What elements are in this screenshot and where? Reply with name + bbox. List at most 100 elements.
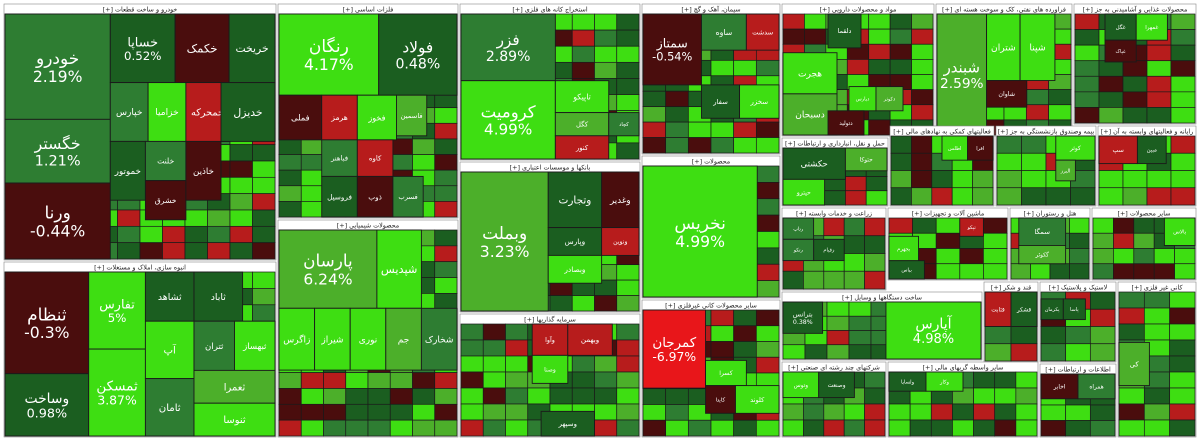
stock-tile[interactable]: وبصادر	[547, 254, 603, 284]
stock-tile[interactable]: کمرجان-6.97%	[642, 309, 707, 389]
stock-tile[interactable]: دکوثر	[875, 86, 904, 112]
stock-tile[interactable]: حکشتی	[782, 147, 846, 180]
stock-tile[interactable]: تپکو	[959, 217, 984, 237]
stock-tile[interactable]: خکمک	[174, 13, 230, 84]
stock-tile[interactable]: هرمز	[321, 94, 358, 141]
stock-tile[interactable]: ثعمرا	[193, 369, 276, 404]
stock-tile[interactable]: سمگا	[1018, 217, 1067, 246]
stock-tile[interactable]: ونوین	[601, 227, 640, 256]
stock-tile[interactable]: فخوز	[356, 94, 397, 141]
stock-tile[interactable]: زقیام	[813, 238, 845, 262]
stock-tile[interactable]: رتاپ	[782, 217, 815, 240]
stock-tile[interactable]: سمتاز-0.54%	[642, 13, 702, 86]
stock-tile[interactable]: شیراز	[314, 307, 351, 371]
stock-tile[interactable]: وپارس	[547, 227, 603, 256]
stock-tile[interactable]: وسپهر	[540, 410, 595, 437]
stock-tile[interactable]: جم	[385, 307, 422, 371]
stock-tile[interactable]: ثنظام-0.3%	[4, 271, 90, 375]
stock-tile[interactable]: خپارس	[109, 82, 149, 142]
stock-tile[interactable]: مبین	[1136, 135, 1167, 165]
stock-tile[interactable]: خریخت	[228, 13, 276, 84]
stock-tile[interactable]: وبهمن	[567, 323, 613, 356]
stock-tile[interactable]: ورنا-0.44%	[4, 182, 111, 260]
stock-tile[interactable]: کسرا	[705, 359, 747, 387]
stock-tile[interactable]: وآوا	[531, 323, 569, 356]
stock-tile[interactable]: غمهرا	[1135, 13, 1168, 41]
stock-tile[interactable]: ساوه	[701, 13, 747, 51]
stock-tile[interactable]: ذوب	[356, 175, 394, 218]
stock-tile[interactable]: ولساپا	[888, 371, 927, 392]
stock-tile[interactable]: وتجارت	[547, 171, 603, 229]
stock-tile[interactable]: اطلس	[941, 135, 968, 161]
stock-tile[interactable]: غگل	[1104, 13, 1137, 41]
stock-tile[interactable]: ثامان	[144, 378, 195, 437]
stock-tile[interactable]: نوری	[349, 307, 387, 371]
stock-tile[interactable]: بالاس	[1163, 217, 1196, 246]
stock-tile[interactable]: البرز	[1055, 159, 1076, 182]
stock-tile[interactable]: بجهرم	[888, 235, 919, 262]
stock-tile[interactable]: بپاس	[888, 260, 925, 280]
stock-tile[interactable]: پکرمان	[1040, 298, 1064, 321]
stock-tile[interactable]: کی	[1118, 341, 1150, 387]
stock-tile[interactable]: قثابت	[984, 291, 1012, 327]
stock-tile[interactable]: فملی	[278, 94, 323, 141]
stock-tile[interactable]: وصنعت	[818, 371, 855, 399]
stock-tile[interactable]: دتولید	[827, 110, 865, 136]
stock-tile[interactable]: سدشت	[745, 13, 780, 51]
stock-tile[interactable]: ثتران	[193, 320, 235, 371]
stock-tile[interactable]: ثبهساز	[234, 320, 276, 371]
stock-tile[interactable]: خدیزل	[220, 82, 276, 142]
stock-tile[interactable]: فباهنر	[321, 139, 358, 177]
stock-tile[interactable]: کچاد	[608, 112, 640, 137]
stock-tile[interactable]: آپ	[144, 320, 195, 380]
stock-tile[interactable]: شاوان	[986, 80, 1028, 108]
stock-tile[interactable]: خشرق	[144, 180, 187, 221]
stock-tile[interactable]: هجرت	[782, 52, 838, 95]
stock-tile[interactable]: فسرب	[392, 175, 424, 218]
stock-tile[interactable]: وکار	[925, 371, 964, 392]
stock-tile[interactable]: پاسا	[1062, 298, 1086, 321]
stock-tile[interactable]: همراه	[1077, 373, 1116, 400]
stock-tile[interactable]: زاگرس	[278, 307, 316, 371]
stock-tile[interactable]: شتران	[986, 13, 1021, 82]
stock-tile[interactable]: شپدیس	[376, 229, 422, 309]
stock-tile[interactable]: وصنا	[531, 354, 569, 384]
stock-tile[interactable]: کلوند	[735, 385, 780, 414]
stock-tile[interactable]: افرا	[967, 135, 994, 161]
stock-tile[interactable]: خاذین	[185, 140, 222, 201]
stock-tile[interactable]: وتوس	[782, 371, 820, 399]
stock-tile[interactable]: کنور	[554, 135, 610, 160]
stock-tile[interactable]: گکوثر	[1018, 244, 1067, 265]
stock-tile[interactable]: سخزر	[739, 84, 780, 119]
stock-tile[interactable]: شخارک	[420, 307, 458, 371]
stock-tile[interactable]: حپترو	[782, 178, 826, 206]
stock-tile[interactable]: کوثر	[1055, 135, 1096, 161]
stock-tile[interactable]: قشکر	[1010, 291, 1038, 327]
stock-tile[interactable]: خموتور	[109, 140, 146, 201]
stock-tile[interactable]: فاسمین	[396, 94, 428, 137]
stock-tile[interactable]: اخابر	[1040, 373, 1079, 400]
stock-tile[interactable]: ثشاهد	[144, 271, 195, 322]
stock-tile[interactable]: وغدیر	[601, 171, 640, 229]
stock-tile[interactable]: دلقما	[827, 13, 862, 49]
stock-tile[interactable]: دپارس	[848, 86, 877, 112]
stock-tile[interactable]: سپ	[1098, 135, 1138, 165]
stock-tile[interactable]: سفار	[701, 84, 741, 119]
stock-tile[interactable]: حتوکا	[844, 147, 888, 172]
stock-tile[interactable]: تاپیکو	[554, 80, 610, 114]
stock-tile[interactable]: خزامیا	[147, 82, 187, 142]
